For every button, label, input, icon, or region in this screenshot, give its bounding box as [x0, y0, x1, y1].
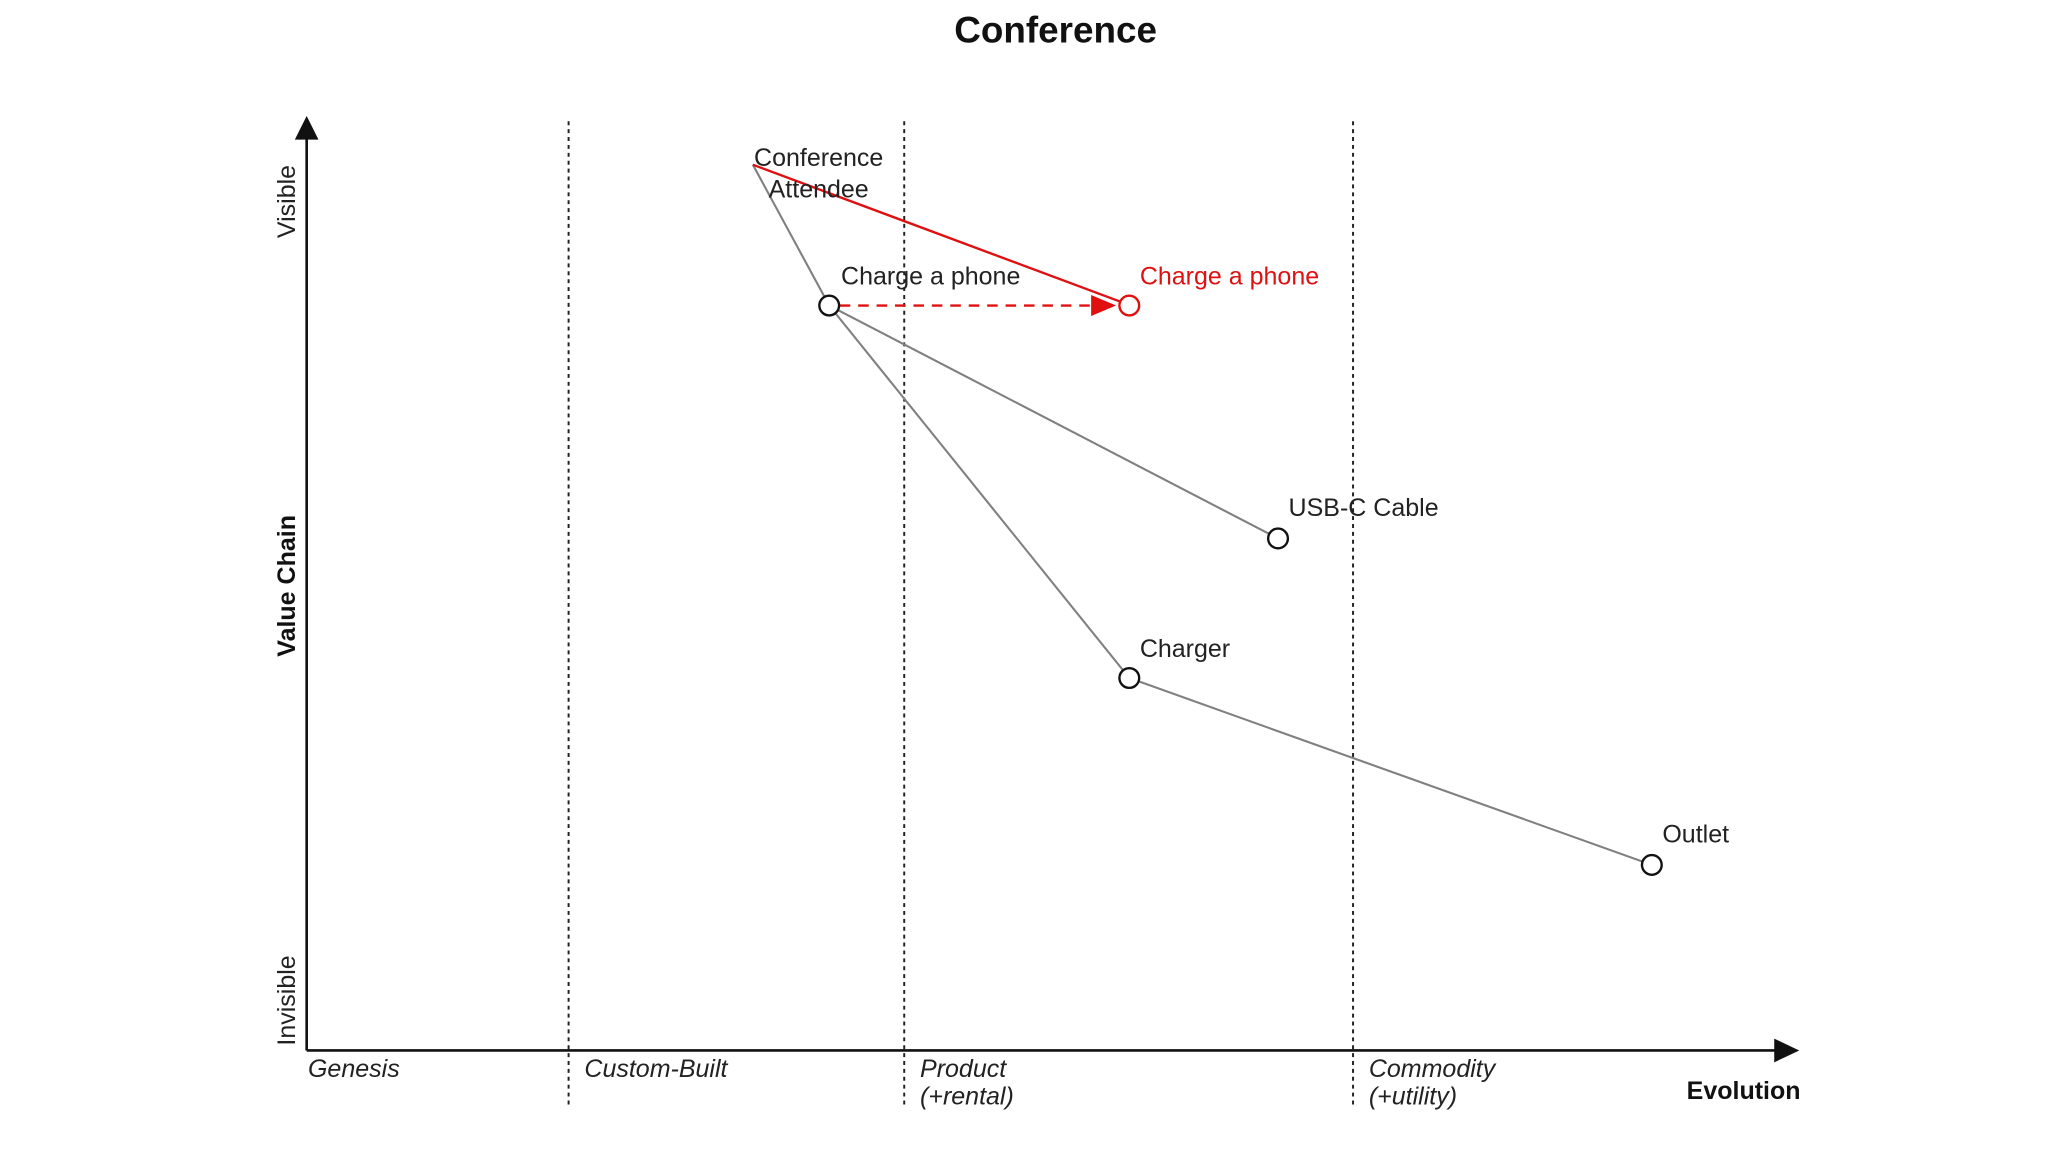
edge [828, 304, 1279, 540]
map-title: Conference [954, 9, 1157, 50]
edge [751, 164, 831, 307]
node-label: Charge a phone [841, 262, 1020, 290]
node-label: Conference [754, 144, 883, 172]
y-axis-top: Visible [273, 165, 301, 238]
node-label: Charger [1140, 635, 1230, 663]
node-future [1118, 294, 1141, 317]
node [1266, 527, 1290, 550]
stage-label: Product [920, 1055, 1007, 1083]
evolution-arrowhead [1091, 294, 1117, 317]
stage-label: (+rental) [920, 1082, 1014, 1110]
x-axis-arrow [1774, 1038, 1800, 1063]
edge-future [752, 163, 1121, 303]
edge [1128, 677, 1653, 866]
edge [828, 304, 1131, 679]
stage-label: Custom-Built [584, 1055, 728, 1083]
node-label: Outlet [1662, 821, 1729, 849]
y-axis-arrow [294, 115, 319, 140]
stage-label: (+utility) [1369, 1082, 1457, 1110]
node-label: USB-C Cable [1289, 494, 1439, 522]
node [1640, 853, 1663, 876]
stage-label: Genesis [308, 1055, 400, 1083]
node [818, 294, 841, 317]
node [1118, 666, 1141, 690]
y-axis-label: Value Chain [273, 515, 301, 657]
node-label: Charge a phone [1140, 262, 1319, 290]
node-label: Attendee [769, 176, 869, 204]
stage-label: Commodity [1369, 1055, 1497, 1083]
y-axis-bottom: Invisible [273, 955, 301, 1045]
x-axis-label: Evolution [1687, 1077, 1801, 1105]
